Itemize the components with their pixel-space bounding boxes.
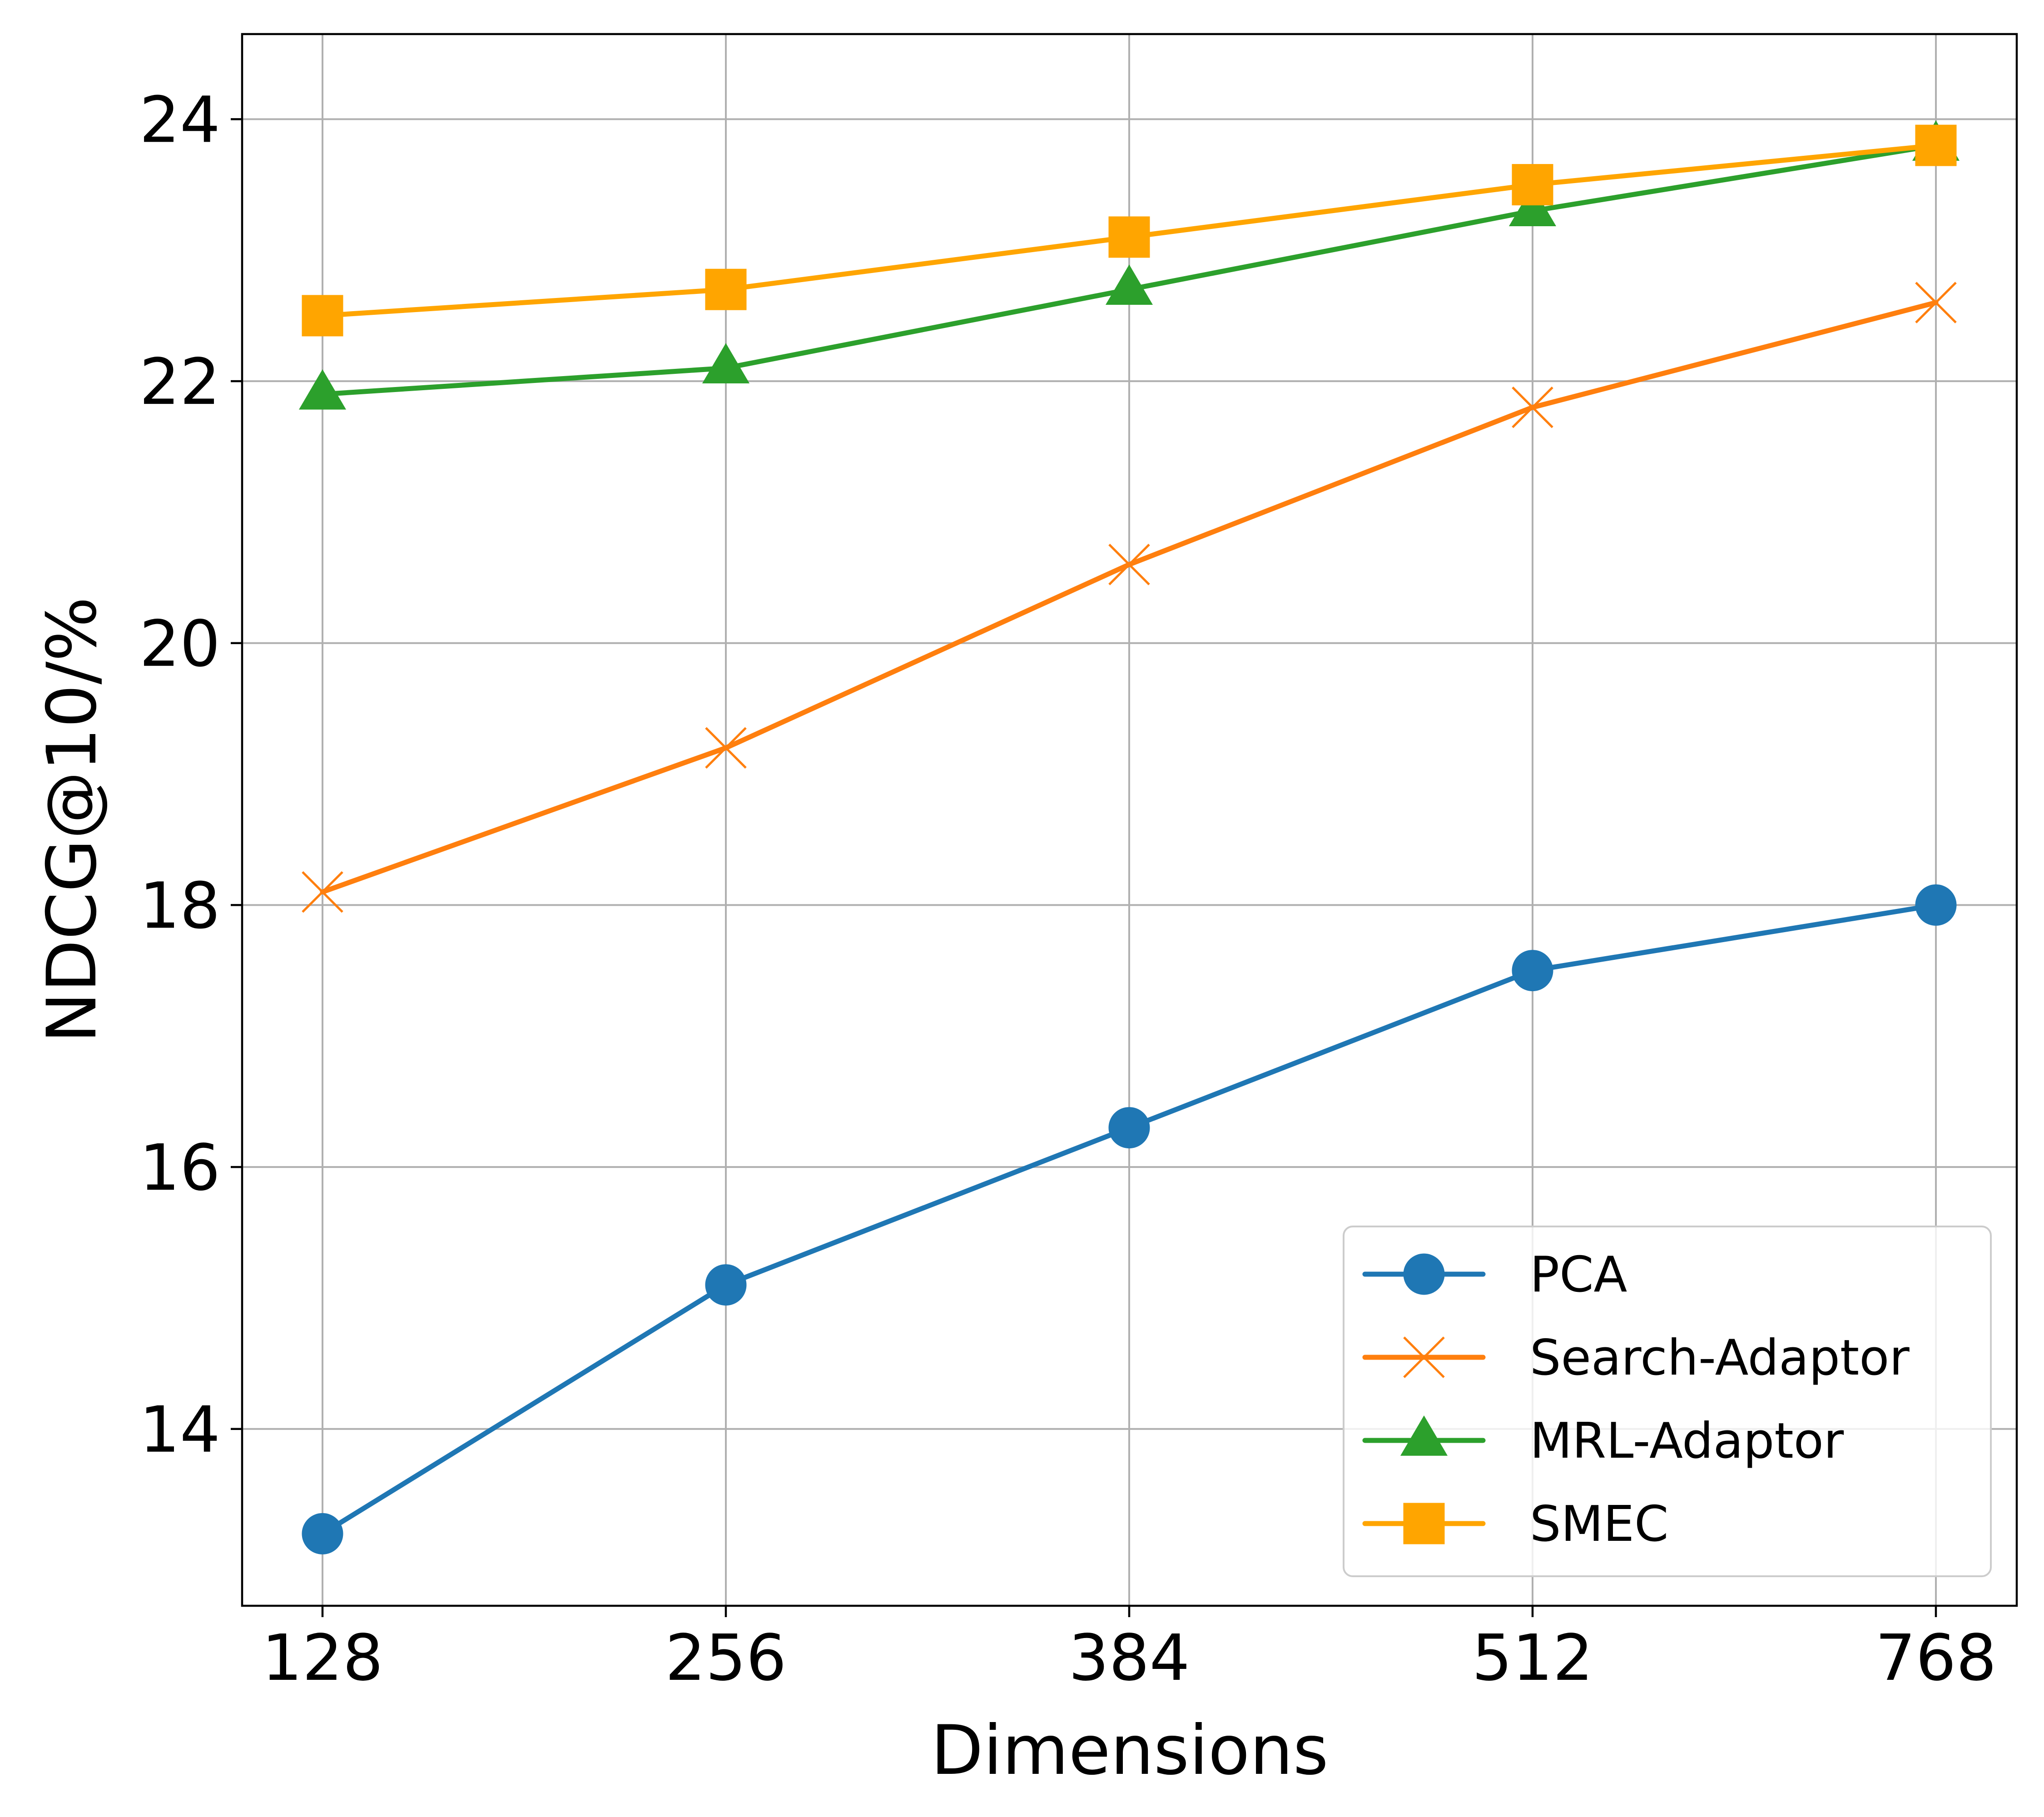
data-point-smec — [1512, 164, 1553, 206]
data-point-search-adaptor — [1512, 386, 1553, 428]
legend-label-pca: PCA — [1530, 1246, 1627, 1303]
data-point-smec — [705, 268, 747, 310]
y-tick-label: 20 — [139, 607, 220, 681]
legend-marker-pca — [1403, 1253, 1445, 1295]
x-marker-stroke — [705, 727, 747, 769]
y-axis-ticks: 14 16 18 20 22 24 — [139, 83, 242, 1467]
x-axis-title: Dimensions — [931, 1711, 1328, 1790]
data-point-smec — [1108, 216, 1150, 258]
data-point-mrl-adaptor — [702, 343, 750, 383]
legend: PCA Search-Adaptor MRL-Adaptor SMEC — [1343, 1226, 1992, 1577]
x-tick-label: 384 — [1068, 1621, 1190, 1695]
plot-series — [298, 120, 1960, 1554]
legend-item-smec: SMEC — [1362, 1496, 1668, 1553]
data-point-search-adaptor — [1108, 543, 1150, 586]
x-tick-label: 768 — [1875, 1621, 1996, 1695]
x-tick-label: 128 — [262, 1621, 383, 1695]
x-marker-stroke — [1915, 282, 1957, 323]
x-axis-ticks: 128 256 384 512 768 — [262, 1606, 1997, 1695]
data-point-pca — [1512, 950, 1553, 992]
x-marker-stroke — [302, 871, 343, 913]
legend-marker-smec — [1403, 1503, 1445, 1544]
data-point-mrl-adaptor — [1508, 186, 1557, 226]
legend-label-search-adaptor: Search-Adaptor — [1530, 1330, 1910, 1386]
data-point-pca — [705, 1264, 747, 1306]
y-tick-label: 16 — [139, 1131, 220, 1205]
x-tick-label: 512 — [1472, 1621, 1593, 1695]
legend-item-pca: PCA — [1362, 1246, 1627, 1303]
data-point-smec — [1915, 124, 1957, 166]
legend-item-mrl-adaptor: MRL-Adaptor — [1362, 1413, 1844, 1469]
y-tick-label: 18 — [139, 869, 220, 943]
x-marker-stroke — [1403, 1336, 1445, 1378]
x-marker-stroke — [1108, 543, 1150, 586]
y-tick-label: 14 — [139, 1393, 220, 1467]
series-search-adaptor — [302, 282, 1957, 913]
data-point-search-adaptor — [302, 871, 343, 913]
series-smec — [302, 124, 1957, 337]
x-marker-stroke — [1512, 386, 1553, 428]
series-pca — [302, 884, 1957, 1554]
legend-marker-search-adaptor — [1403, 1336, 1445, 1378]
data-point-mrl-adaptor — [1105, 264, 1153, 305]
y-axis-title: NDCG@10/% — [33, 597, 112, 1043]
data-point-smec — [302, 295, 343, 337]
data-point-pca — [1915, 884, 1957, 926]
y-tick-label: 24 — [139, 83, 220, 157]
data-point-pca — [1108, 1107, 1150, 1149]
legend-box — [1343, 1226, 1992, 1577]
data-point-search-adaptor — [705, 727, 747, 769]
data-point-mrl-adaptor — [298, 369, 347, 410]
data-point-pca — [302, 1513, 343, 1554]
x-tick-label: 256 — [665, 1621, 786, 1695]
legend-label-mrl-adaptor: MRL-Adaptor — [1530, 1413, 1844, 1469]
legend-label-smec: SMEC — [1530, 1496, 1668, 1553]
y-tick-label: 22 — [139, 345, 220, 419]
legend-item-search-adaptor: Search-Adaptor — [1362, 1330, 1910, 1386]
data-point-search-adaptor — [1915, 282, 1957, 323]
legend-marker-mrl-adaptor — [1400, 1415, 1448, 1456]
